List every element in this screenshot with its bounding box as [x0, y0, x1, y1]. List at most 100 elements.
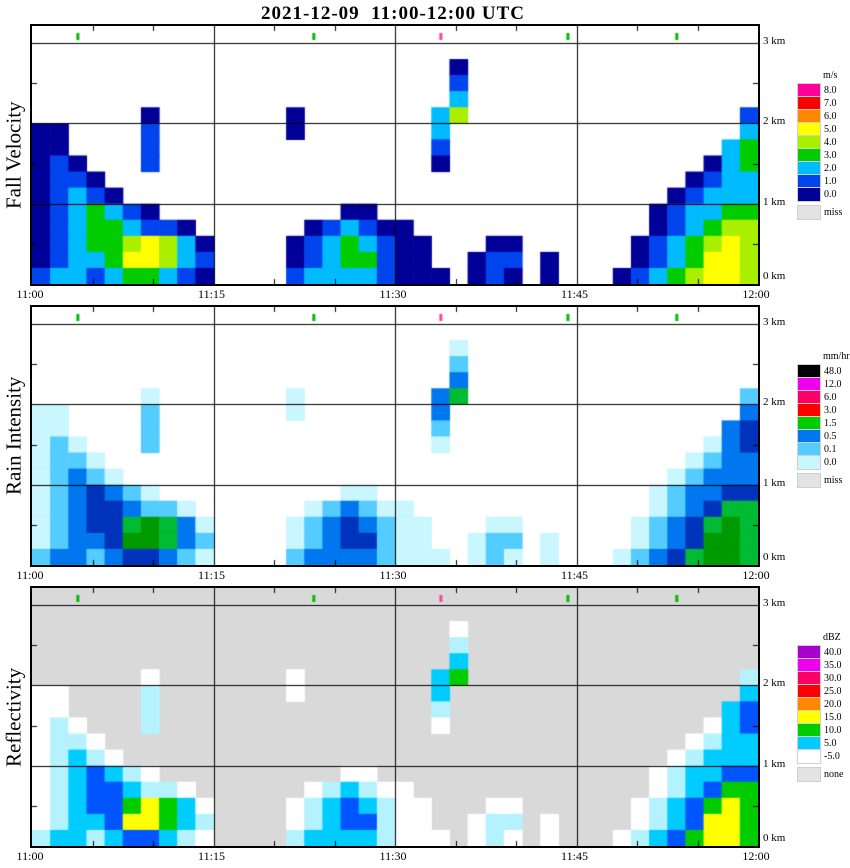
colorbar-swatch [797, 96, 821, 111]
rain-intensity-colorbar: mm/hr 48.0 12.0 6.0 3.0 1.5 0.5 0.1 0.0 miss [797, 351, 850, 488]
colorbar-entry: 25.0 [797, 684, 850, 699]
colorbar-value-label: 10.0 [824, 725, 842, 736]
y-tick-label: 2 km [763, 115, 786, 127]
time-axis-labels: 11:00 11:15 11:30 11:45 12:00 [17, 287, 770, 305]
reflectivity-colorbar: dBZ 40.0 35.0 30.0 25.0 20.0 15.0 10.0 5.0 -5.0 n… [797, 632, 850, 782]
colorbar-value-label: 35.0 [824, 660, 842, 671]
reflectivity-axis-label: Reflectivity [1, 667, 26, 767]
y-tick-label: 0 km [763, 832, 786, 844]
colorbar-swatch [797, 416, 821, 431]
colorbar-entry: 20.0 [797, 697, 850, 712]
x-tick-label: 11:30 [379, 849, 407, 863]
colorbar-swatch [797, 429, 821, 444]
colorbar-entry: 0.0 [797, 187, 850, 202]
colorbar-value-label: 48.0 [824, 366, 842, 377]
rain-intensity-plot-area: 3 km 2 km 1 km 0 km 11:00 11:15 11:30 11:45 12:… [17, 305, 785, 582]
colorbar-entry: 15.0 [797, 710, 850, 725]
time-axis-labels: 11:00 11:15 11:30 11:45 12:00 [17, 568, 770, 586]
panel-reflectivity: Reflectivity 3 km 2 km 1 km 0 km 11:00 11:15… [0, 586, 850, 867]
colorbar-swatch [797, 122, 821, 137]
colorbar-entry: 0.5 [797, 429, 850, 444]
colorbar-value-label: none [824, 769, 844, 780]
colorbar-value-label: 2.0 [824, 163, 837, 174]
colorbar-swatch [797, 403, 821, 418]
colorbar-swatch [797, 671, 821, 686]
colorbar-value-label: miss [824, 207, 843, 218]
colorbar-entry: 0.0 [797, 455, 850, 470]
colorbar-value-label: 15.0 [824, 712, 842, 723]
x-tick-label: 11:30 [379, 287, 407, 301]
colorbar-entry: none [797, 767, 850, 782]
colorbar-entry: 2.0 [797, 161, 850, 176]
y-tick-label: 1 km [763, 196, 786, 208]
colorbar-swatch [797, 174, 821, 189]
colorbar-entry: miss [797, 205, 850, 220]
colorbar-entry: 10.0 [797, 723, 850, 738]
colorbar-unit-label: mm/hr [823, 351, 850, 362]
height-axis-labels: 3 km 2 km 1 km 0 km [756, 24, 800, 286]
colorbar-swatch [797, 684, 821, 699]
fall-velocity-plot-area: 3 km 2 km 1 km 0 km 11:00 11:15 11:30 11:45 12:… [17, 24, 785, 301]
y-tick-label: 1 km [763, 758, 786, 770]
colorbar-value-label: 7.0 [824, 98, 837, 109]
colorbar-entry: 3.0 [797, 403, 850, 418]
fall-velocity-colorbar: m/s 8.0 7.0 6.0 5.0 4.0 3.0 2.0 1.0 0.0 miss [797, 70, 850, 220]
colorbar-swatch [797, 148, 821, 163]
reflectivity-plot-area: 3 km 2 km 1 km 0 km 11:00 11:15 11:30 11:45 12:… [17, 586, 785, 863]
x-tick-label: 11:15 [198, 568, 225, 582]
colorbar-entry: 40.0 [797, 645, 850, 660]
y-tick-label: 2 km [763, 396, 786, 408]
x-tick-label: 12:00 [742, 287, 770, 301]
rain-intensity-axis-label: Rain Intensity [1, 376, 26, 496]
colorbar-swatch [797, 473, 821, 488]
colorbar-swatch [797, 377, 821, 392]
colorbar-swatch [797, 187, 821, 202]
colorbar-swatch [797, 710, 821, 725]
colorbar-swatch [797, 390, 821, 405]
colorbar-swatch [797, 645, 821, 660]
colorbar-swatch [797, 109, 821, 124]
colorbar-entry: 6.0 [797, 109, 850, 124]
colorbar-value-label: 3.0 [824, 405, 837, 416]
panel-fall-velocity: Fall Velocity 3 km 2 km 1 km 0 km 11:00 11:1… [0, 24, 850, 305]
colorbar-swatch [797, 736, 821, 751]
colorbar-entry: 5.0 [797, 736, 850, 751]
y-tick-label: 3 km [763, 35, 786, 47]
colorbar-swatch [797, 658, 821, 673]
chart-title: 2021-12-09 11:00-12:00 UTC [261, 3, 525, 24]
colorbar-value-label: 30.0 [824, 673, 842, 684]
x-tick-label: 11:45 [561, 287, 588, 301]
colorbar-swatch [797, 205, 821, 220]
time-axis-labels: 11:00 11:15 11:30 11:45 12:00 [17, 849, 770, 867]
y-tick-label: 1 km [763, 477, 786, 489]
x-tick-label: 12:00 [742, 568, 770, 582]
colorbar-value-label: 5.0 [824, 738, 837, 749]
colorbar-entry: 35.0 [797, 658, 850, 673]
colorbar-value-label: 0.0 [824, 457, 837, 468]
colorbar-entry: miss [797, 473, 850, 488]
colorbar-value-label: 0.0 [824, 189, 837, 200]
colorbar-swatch [797, 83, 821, 98]
height-axis-labels: 3 km 2 km 1 km 0 km [756, 586, 800, 848]
colorbar-value-label: 5.0 [824, 124, 837, 135]
colorbar-value-label: 3.0 [824, 150, 837, 161]
colorbar-value-label: 0.5 [824, 431, 837, 442]
colorbar-entry: 1.5 [797, 416, 850, 431]
y-tick-label: 0 km [763, 270, 786, 282]
x-tick-label: 12:00 [742, 849, 770, 863]
x-tick-label: 11:00 [16, 287, 44, 301]
colorbar-swatch [797, 135, 821, 150]
colorbar-swatch [797, 697, 821, 712]
panel-rain-intensity: Rain Intensity 3 km 2 km 1 km 0 km 11:00 11:… [0, 305, 850, 586]
height-axis-labels: 3 km 2 km 1 km 0 km [756, 305, 800, 567]
colorbar-value-label: 6.0 [824, 392, 837, 403]
colorbar-entry: -5.0 [797, 749, 850, 764]
colorbar-value-label: miss [824, 475, 843, 486]
x-tick-label: 11:45 [561, 849, 588, 863]
colorbar-entry: 7.0 [797, 96, 850, 111]
colorbar-entry: 4.0 [797, 135, 850, 150]
colorbar-swatch [797, 749, 821, 764]
colorbar-entry: 48.0 [797, 364, 850, 379]
colorbar-swatch [797, 442, 821, 457]
y-tick-label: 2 km [763, 677, 786, 689]
